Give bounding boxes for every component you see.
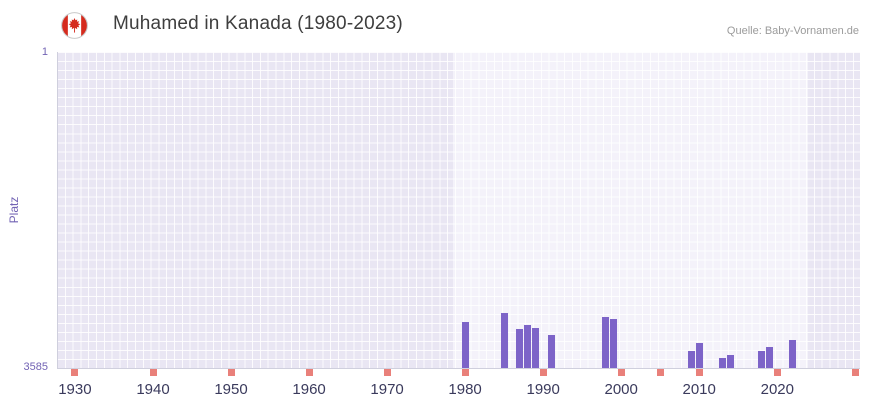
- x-tick-1950: 1950: [214, 381, 248, 398]
- y-axis-title: Platz: [7, 196, 21, 224]
- source-label: Quelle: Baby-Vornamen.de: [726, 25, 859, 37]
- no-data-tick-1960: [305, 368, 313, 376]
- bars-layer: [57, 52, 860, 368]
- canada-flag-icon: [61, 12, 88, 39]
- no-data-tick-2020: [773, 368, 781, 376]
- rank-bar-1988[interactable]: [524, 325, 532, 368]
- x-tick-1930: 1930: [58, 381, 92, 398]
- y-axis-line: [57, 52, 58, 369]
- rank-bar-1980[interactable]: [461, 321, 469, 368]
- rank-bar-2018[interactable]: [758, 350, 766, 368]
- x-tick-1990: 1990: [526, 381, 560, 398]
- x-tick-2020: 2020: [760, 381, 794, 398]
- rank-bar-1989[interactable]: [531, 327, 539, 368]
- rank-bar-1991[interactable]: [547, 334, 555, 368]
- chart-title: Muhamed in Kanada (1980-2023): [113, 13, 403, 34]
- rank-bar-2013[interactable]: [719, 357, 727, 368]
- no-data-tick-1930: [71, 368, 79, 376]
- no-data-tick-2000: [617, 368, 625, 376]
- no-data-tick-1970: [383, 368, 391, 376]
- no-data-tick-2005: [656, 368, 664, 376]
- y-axis-min-label: 3585: [23, 361, 48, 373]
- rank-bar-2014[interactable]: [727, 355, 734, 368]
- rank-bar-1987[interactable]: [516, 328, 524, 368]
- rank-bar-1998[interactable]: [602, 317, 610, 368]
- rank-bar-2010[interactable]: [695, 342, 703, 368]
- no-data-tick-1950: [227, 368, 235, 376]
- no-data-tick-1940: [149, 368, 157, 376]
- x-tick-1960: 1960: [292, 381, 326, 398]
- rank-bar-2019[interactable]: [766, 347, 773, 368]
- x-tick-2000: 2000: [604, 381, 638, 398]
- x-axis-labels: 1930 1940 1950 1960 1970 1980 1990 2000 2010 2020: [57, 381, 860, 401]
- x-tick-1970: 1970: [370, 381, 404, 398]
- no-data-ticks-layer: [57, 52, 860, 376]
- rank-bar-1999[interactable]: [609, 319, 617, 368]
- x-tick-2010: 2010: [682, 381, 716, 398]
- no-data-tick-1980: [461, 368, 469, 376]
- no-data-tick-1990: [539, 368, 547, 376]
- y-axis-max-label: 1: [41, 46, 48, 58]
- rank-bar-1985[interactable]: [500, 312, 508, 368]
- no-data-tick-2010: [695, 368, 703, 376]
- x-tick-1980: 1980: [448, 381, 482, 398]
- x-tick-1940: 1940: [136, 381, 170, 398]
- plot-area: [57, 52, 860, 376]
- no-data-tick-2030: [851, 368, 859, 376]
- x-axis-line: [57, 368, 860, 369]
- rank-bar-2009[interactable]: [687, 350, 695, 368]
- rank-bar-2022[interactable]: [789, 340, 797, 368]
